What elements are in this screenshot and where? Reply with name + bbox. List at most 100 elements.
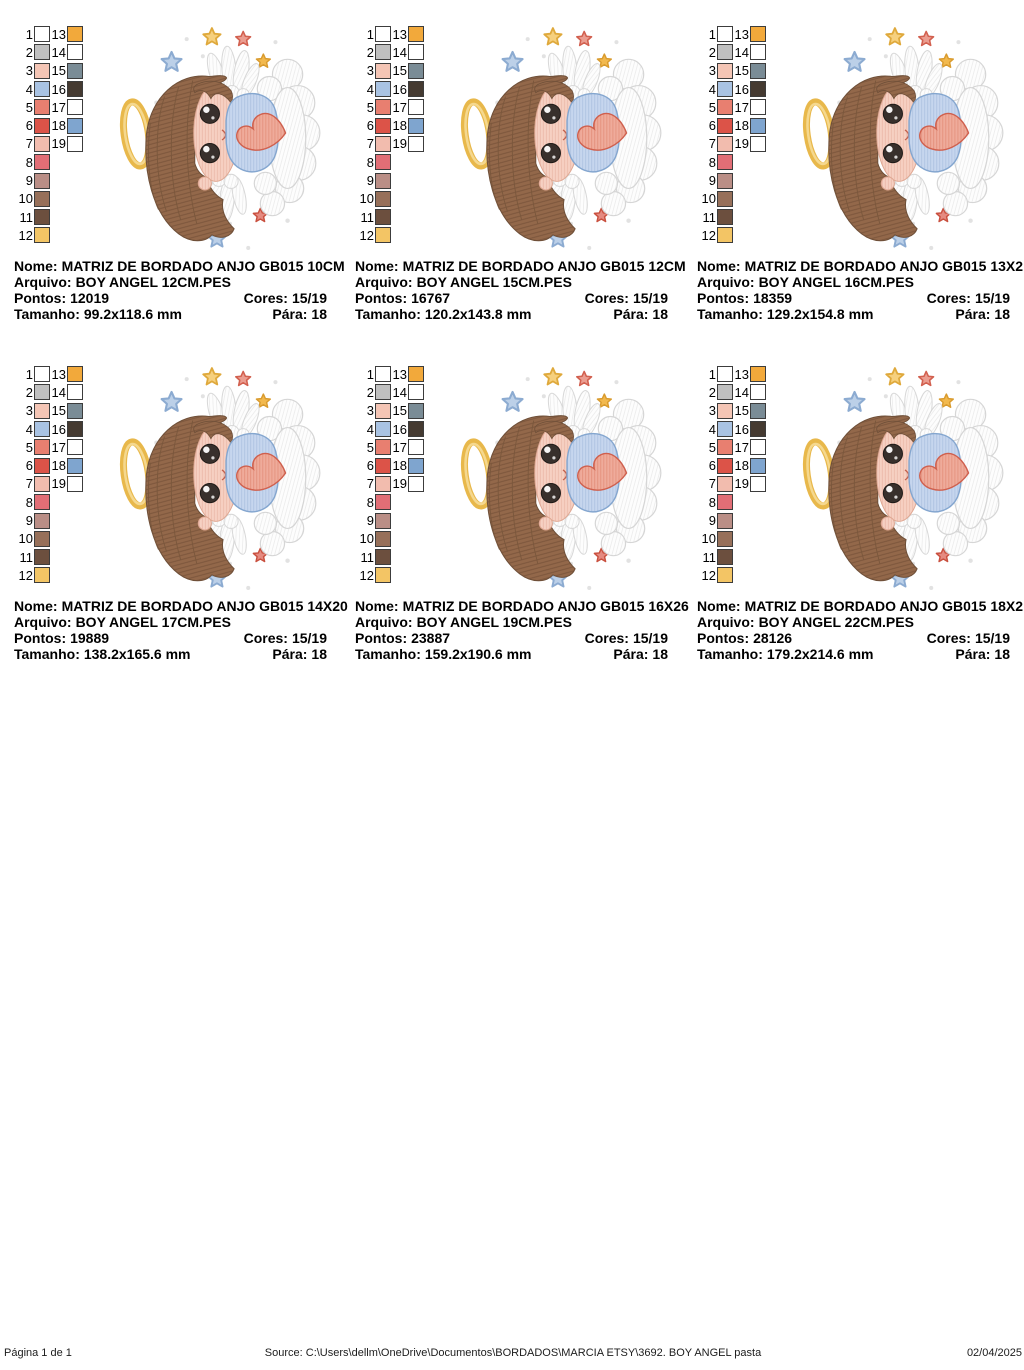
- thread-number: 9: [708, 513, 716, 529]
- thread-number: 14: [734, 384, 749, 400]
- thread-color-swatch-1: [717, 26, 733, 43]
- palette-row: 7 19: [13, 475, 83, 493]
- thread-number: 5: [25, 439, 33, 455]
- thread-color-swatch-1: [375, 26, 391, 43]
- thread-number: 5: [366, 99, 374, 115]
- thread-number: 1: [366, 366, 374, 382]
- angel-embroidery-preview: [799, 22, 1011, 254]
- thread-color-swatch-12: [717, 227, 733, 244]
- thread-number: 5: [708, 439, 716, 455]
- design-name: MATRIZ DE BORDADO ANJO GB015 14X20: [61, 598, 348, 614]
- thread-color-swatch-7: [717, 135, 733, 152]
- thread-number: 18: [734, 118, 749, 134]
- thread-color-swatch-11: [375, 549, 391, 566]
- tamanho-value: 129.2x154.8 mm: [766, 306, 874, 322]
- para-label: Pára:: [272, 306, 308, 322]
- thread-color-swatch-1: [375, 366, 391, 383]
- arquivo-label: Arquivo:: [14, 614, 72, 630]
- thread-number: 10: [701, 531, 716, 547]
- design-info-card: 1 13 2 14 3 15 4 16 5 17 6 18 7 19 8 9 10 11 12 Nome: MATRI…: [341, 20, 686, 342]
- thread-number: 7: [25, 136, 33, 152]
- thread-number: 17: [51, 99, 66, 115]
- thread-color-palette: 1 13 2 14 3 15 4 16 5 17 6 18 7 19 8 9 10 11 12: [354, 25, 424, 245]
- thread-color-swatch-11: [34, 549, 50, 566]
- thread-color-swatch-2: [375, 384, 391, 401]
- thread-number: 6: [366, 118, 374, 134]
- cores-label: Cores:: [243, 630, 288, 646]
- nome-label: Nome:: [14, 598, 58, 614]
- stop-count: Pára: 18: [613, 646, 668, 662]
- thread-number: 7: [25, 476, 33, 492]
- thread-color-swatch-10: [375, 530, 391, 547]
- tamanho-label: Tamanho:: [355, 306, 421, 322]
- design-details: Nome: MATRIZ DE BORDADO ANJO GB015 12CM A…: [355, 258, 686, 322]
- palette-row: 12: [354, 566, 424, 584]
- thread-color-swatch-17: [67, 99, 83, 116]
- thread-number: 14: [392, 44, 407, 60]
- design-name-line: Nome: MATRIZ DE BORDADO ANJO GB015 13X2: [697, 258, 1023, 274]
- palette-row: 4 16: [354, 80, 424, 98]
- thread-number: 19: [734, 136, 749, 152]
- boy-angel-image: [457, 362, 669, 594]
- thread-color-swatch-13: [67, 26, 83, 43]
- design-info-card: 1 13 2 14 3 15 4 16 5 17 6 18 7 19 8 9 10 11 12 Nome: MATRI…: [683, 360, 1024, 682]
- thread-number: 11: [19, 209, 34, 225]
- boy-angel-image: [457, 22, 669, 254]
- thread-color-swatch-14: [408, 44, 424, 61]
- thread-color-swatch-2: [34, 384, 50, 401]
- palette-row: 5 17: [354, 98, 424, 116]
- palette-row: 6 18: [696, 456, 766, 474]
- thread-number: 7: [708, 476, 716, 492]
- thread-color-swatch-11: [375, 209, 391, 226]
- palette-row: 8: [696, 493, 766, 511]
- palette-row: 2 14: [354, 383, 424, 401]
- thread-number: 13: [734, 26, 749, 42]
- boy-angel-image: [116, 22, 328, 254]
- tamanho-label: Tamanho:: [14, 646, 80, 662]
- palette-row: 6 18: [354, 456, 424, 474]
- thread-color-swatch-7: [717, 475, 733, 492]
- thread-number: 17: [392, 439, 407, 455]
- stitch-count: Pontos: 28126: [697, 630, 792, 646]
- thread-number: 8: [25, 154, 33, 170]
- thread-color-swatch-15: [67, 402, 83, 419]
- design-name: MATRIZ DE BORDADO ANJO GB015 10CM: [61, 258, 345, 274]
- thread-number: 2: [366, 44, 374, 60]
- thread-number: 11: [360, 549, 375, 565]
- thread-number: 13: [734, 366, 749, 382]
- palette-row: 10: [696, 190, 766, 208]
- design-info-card: 1 13 2 14 3 15 4 16 5 17 6 18 7 19 8 9 10 11 12 Nome: MATRI…: [0, 360, 348, 682]
- thread-color-swatch-13: [408, 26, 424, 43]
- palette-row: 11: [696, 208, 766, 226]
- thread-color-swatch-5: [375, 439, 391, 456]
- thread-color-swatch-17: [750, 439, 766, 456]
- thread-color-swatch-10: [34, 190, 50, 207]
- palette-row: 3 15: [696, 402, 766, 420]
- palette-row: 6 18: [13, 116, 83, 134]
- para-label: Pára:: [272, 646, 308, 662]
- thread-color-swatch-12: [375, 227, 391, 244]
- thread-color-swatch-9: [717, 172, 733, 189]
- thread-color-swatch-13: [67, 366, 83, 383]
- arquivo-label: Arquivo:: [697, 274, 755, 290]
- thread-number: 13: [51, 26, 66, 42]
- palette-row: 11: [354, 208, 424, 226]
- palette-row: 1 13: [354, 365, 424, 383]
- thread-number: 16: [392, 81, 407, 97]
- cores-value: 15/19: [632, 290, 668, 306]
- thread-color-swatch-14: [408, 384, 424, 401]
- size-stops-line: Tamanho: 129.2x154.8 mm Pára: 18: [697, 306, 1010, 322]
- design-size: Tamanho: 138.2x165.6 mm: [14, 646, 191, 662]
- thread-color-swatch-8: [717, 154, 733, 171]
- palette-row: 2 14: [13, 43, 83, 61]
- thread-color-swatch-1: [34, 26, 50, 43]
- tamanho-value: 138.2x165.6 mm: [83, 646, 191, 662]
- thread-number: 15: [51, 63, 66, 79]
- thread-number: 18: [392, 458, 407, 474]
- thread-color-swatch-17: [750, 99, 766, 116]
- stop-count: Pára: 18: [272, 306, 327, 322]
- file-name: BOY ANGEL 16CM.PES: [758, 274, 914, 290]
- palette-row: 4 16: [13, 80, 83, 98]
- thread-color-swatch-13: [750, 26, 766, 43]
- thread-number: 15: [51, 403, 66, 419]
